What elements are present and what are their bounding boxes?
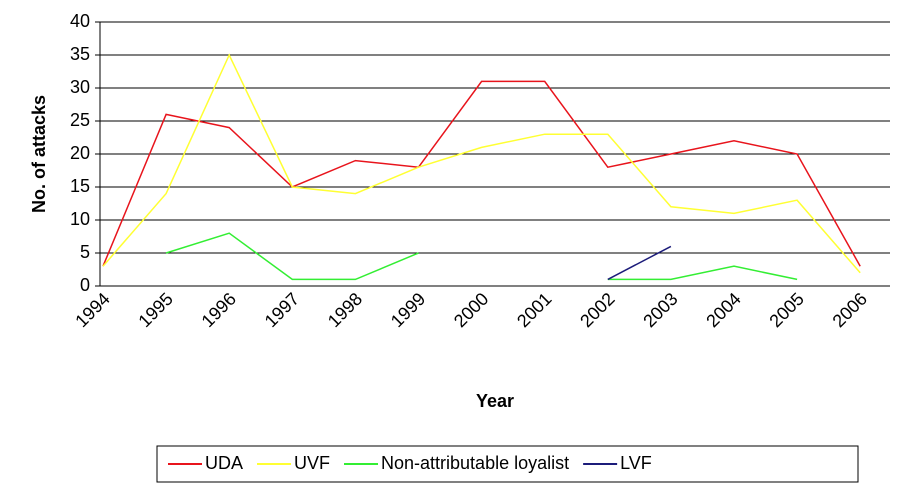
y-tick-label: 25 xyxy=(70,110,90,130)
x-tick-label: 2004 xyxy=(702,289,744,331)
x-tick-label: 2002 xyxy=(576,289,618,331)
x-axis-title: Year xyxy=(476,391,514,411)
legend-label: UVF xyxy=(294,453,330,473)
y-tick-label: 35 xyxy=(70,44,90,64)
y-tick-label: 20 xyxy=(70,143,90,163)
x-tick-label: 1995 xyxy=(134,289,176,331)
series-line xyxy=(102,80,861,267)
x-tick-label: 1996 xyxy=(198,289,240,331)
series-line xyxy=(102,53,861,274)
y-tick-label: 30 xyxy=(70,77,90,97)
x-tick-label: 1997 xyxy=(261,289,303,331)
y-tick-label: 10 xyxy=(70,209,90,229)
legend-label: UDA xyxy=(205,453,243,473)
x-tick-label: 2000 xyxy=(450,289,492,331)
y-tick-label: 15 xyxy=(70,176,90,196)
x-tick-label: 1994 xyxy=(71,289,113,331)
x-tick-label: 1999 xyxy=(387,289,429,331)
y-tick-label: 40 xyxy=(70,11,90,31)
legend-label: Non-attributable loyalist xyxy=(381,453,569,473)
y-tick-label: 5 xyxy=(80,242,90,262)
y-axis-title: No. of attacks xyxy=(29,95,49,213)
series-line xyxy=(607,245,672,281)
x-tick-label: 2006 xyxy=(829,289,871,331)
x-tick-label: 2005 xyxy=(765,289,807,331)
y-tick-label: 0 xyxy=(80,275,90,295)
x-tick-label: 1998 xyxy=(324,289,366,331)
x-tick-label: 2003 xyxy=(639,289,681,331)
series-line xyxy=(165,232,798,281)
legend-label: LVF xyxy=(620,453,652,473)
x-tick-label: 2001 xyxy=(513,289,555,331)
